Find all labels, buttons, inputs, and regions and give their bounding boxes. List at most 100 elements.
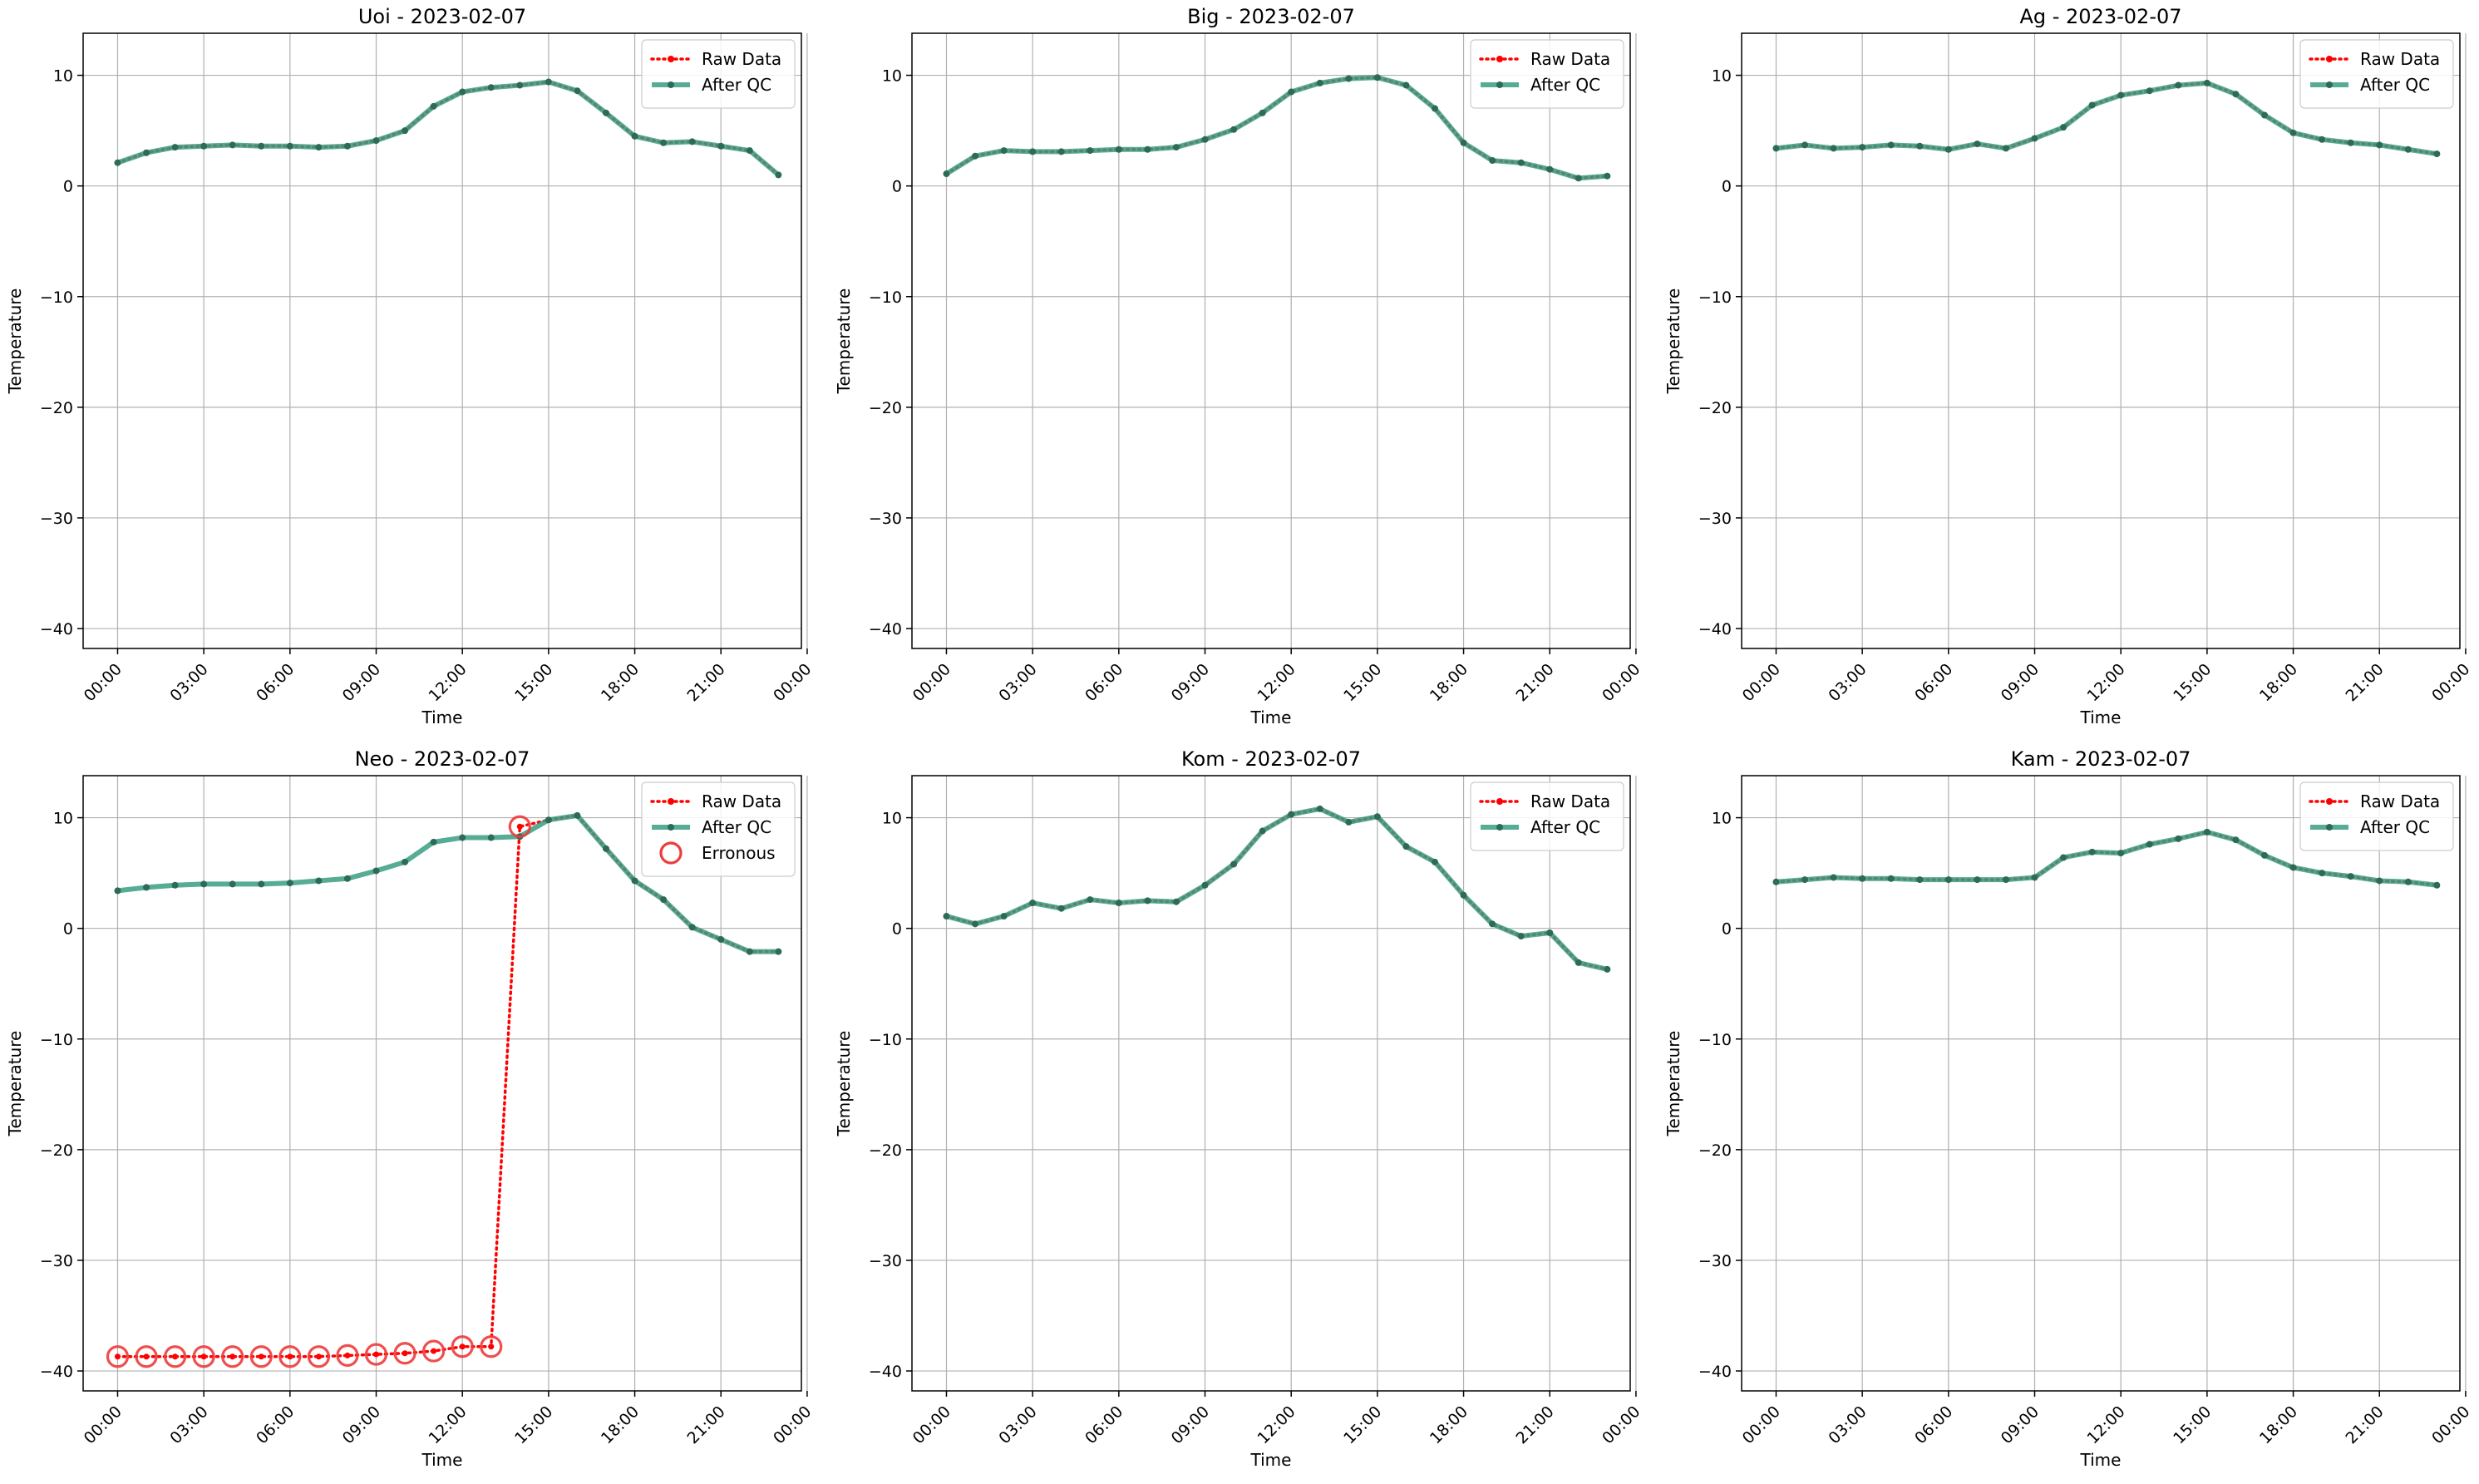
legend: Raw Data After QC	[1470, 781, 1624, 851]
y-tick-label: −30	[40, 1252, 73, 1270]
after-qc-point	[1230, 126, 1238, 133]
x-tick-label: 03:00	[1825, 660, 1870, 705]
after-qc-point	[1029, 900, 1037, 907]
y-tick-label: 0	[63, 178, 73, 196]
after-qc-point	[1316, 805, 1323, 812]
after-qc-point	[2289, 864, 2297, 871]
after-qc-point	[746, 147, 753, 155]
after-qc-point	[1029, 148, 1037, 155]
y-tick-label: −10	[869, 288, 902, 307]
panel-title: Neo - 2023-02-07	[355, 747, 530, 771]
x-tick-label: 21:00	[1512, 660, 1557, 705]
after-qc-point	[2175, 81, 2182, 89]
legend-qc-marker	[2326, 81, 2333, 88]
axes-frame	[82, 32, 802, 649]
legend-entry-label: After QC	[2360, 75, 2430, 95]
after-qc-point	[1431, 858, 1438, 865]
x-tick-label: 12:00	[2083, 1403, 2128, 1447]
x-tick-label: 03:00	[1825, 1403, 1870, 1447]
after-qc-point	[1772, 145, 1780, 152]
y-tick-label: −20	[40, 399, 73, 417]
after-qc-point	[2203, 79, 2210, 86]
axes-frame	[1741, 32, 2461, 649]
legend-box	[1470, 781, 1624, 851]
chart-panel-3: 00:00 03:00 06:00 09:00 12:00 15:00 18:00 21:00…	[1663, 5, 2473, 727]
x-axis-label: Time	[1250, 707, 1292, 727]
after-qc-point	[1489, 920, 1496, 928]
x-tick-label: 06:00	[1911, 660, 1956, 705]
legend-raw-marker	[2326, 798, 2333, 805]
erroneous-point	[480, 1335, 503, 1358]
x-tick-label: 00:00	[1739, 1403, 1784, 1447]
after-qc-point	[660, 896, 668, 904]
after-qc-point	[143, 149, 150, 156]
after-qc-point	[200, 142, 208, 150]
erroneous-point	[135, 1345, 158, 1368]
y-tick-label: −40	[869, 620, 902, 638]
after-qc-point	[1201, 136, 1209, 143]
x-tick-label: 09:00	[1998, 660, 2043, 705]
legend-entry-label: Raw Data	[702, 791, 781, 811]
x-tick-label: 12:00	[425, 660, 470, 705]
after-qc-point	[1288, 811, 1295, 818]
x-tick-label: 03:00	[995, 660, 1040, 705]
axes-frame	[1741, 775, 2461, 1392]
legend: Raw Data After QC	[2299, 39, 2454, 109]
after-qc-point	[229, 880, 236, 888]
after-qc-point	[2031, 874, 2038, 881]
x-tick-label: 06:00	[1911, 1403, 1956, 1447]
y-tick-label: −20	[40, 1141, 73, 1160]
after-qc-point	[516, 81, 524, 89]
after-qc-point	[1489, 157, 1496, 165]
x-tick-label: 00:00	[81, 1403, 126, 1447]
after-qc-point	[258, 142, 265, 150]
x-tick-label: 09:00	[339, 660, 384, 705]
legend-box	[2299, 781, 2454, 851]
after-qc-point	[2002, 876, 2009, 884]
x-tick-label: 15:00	[2170, 1403, 2215, 1447]
after-qc-point	[459, 834, 466, 841]
after-qc-line	[1776, 80, 2437, 157]
erroneous-point	[393, 1342, 416, 1365]
legend-qc-marker	[1496, 81, 1503, 88]
x-tick-label: 00:00	[2428, 1403, 2473, 1447]
legend-qc-marker	[2326, 824, 2333, 831]
legend-entry-label: After QC	[1530, 75, 1600, 95]
x-tick-label: 15:00	[511, 1403, 556, 1447]
after-qc-point	[1517, 159, 1525, 166]
x-tick-label: 12:00	[2083, 660, 2128, 705]
after-qc-point	[1859, 875, 1866, 882]
after-qc-point	[717, 142, 725, 150]
after-qc-point	[229, 141, 236, 149]
raw-data-point	[229, 1353, 236, 1360]
after-qc-point	[286, 142, 293, 150]
after-qc-point	[943, 170, 950, 178]
raw-data-point	[488, 1343, 495, 1350]
x-tick-label: 18:00	[598, 660, 643, 705]
x-tick-label: 12:00	[425, 1403, 470, 1447]
after-qc-point	[171, 881, 179, 889]
after-qc-point	[1345, 818, 1353, 826]
after-qc-point	[602, 845, 609, 852]
raw-data-point	[431, 1348, 437, 1354]
x-tick-label: 09:00	[339, 1403, 384, 1447]
y-tick-label: −40	[40, 1363, 73, 1381]
after-qc-point	[545, 816, 552, 824]
after-qc-point	[1087, 147, 1094, 155]
plot-area	[83, 33, 801, 648]
x-tick-label: 18:00	[598, 1403, 643, 1447]
after-qc-point	[1316, 79, 1323, 86]
after-qc-point	[2376, 877, 2383, 885]
after-qc-point	[1974, 141, 1981, 148]
after-qc-point	[1887, 875, 1895, 882]
after-qc-point	[402, 127, 409, 135]
after-qc-point	[574, 87, 581, 95]
after-qc-point	[459, 88, 466, 96]
x-tick-label: 00:00	[909, 660, 954, 705]
y-tick-label: −40	[1698, 620, 1732, 638]
after-qc-point	[2232, 836, 2240, 844]
after-qc-point	[2088, 101, 2096, 109]
after-qc-point	[2031, 135, 2038, 142]
y-axis-label: Temperature	[1663, 288, 1683, 395]
after-qc-point	[602, 109, 609, 116]
